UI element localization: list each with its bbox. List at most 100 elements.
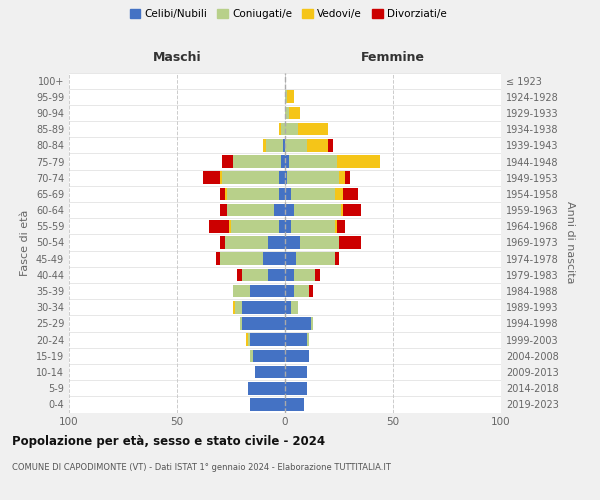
Text: Popolazione per età, sesso e stato civile - 2024: Popolazione per età, sesso e stato civil…	[12, 435, 325, 448]
Bar	[285, 382, 307, 394]
Bar	[309, 285, 313, 298]
Bar	[292, 301, 298, 314]
Bar	[292, 188, 335, 200]
Bar	[278, 123, 281, 136]
Y-axis label: Anni di nascita: Anni di nascita	[565, 201, 575, 283]
Bar	[337, 155, 380, 168]
Bar	[337, 220, 346, 232]
Bar	[289, 106, 300, 120]
Bar	[285, 204, 293, 216]
Bar	[285, 268, 293, 281]
Bar	[220, 236, 224, 249]
Bar	[268, 268, 285, 281]
Bar	[220, 252, 263, 265]
Bar	[281, 123, 285, 136]
Bar	[307, 334, 309, 346]
Bar	[285, 334, 307, 346]
Bar	[263, 139, 266, 151]
Bar	[293, 285, 309, 298]
Bar	[224, 188, 227, 200]
Bar	[339, 236, 361, 249]
Bar	[285, 90, 287, 103]
Bar	[239, 317, 242, 330]
Bar	[209, 220, 229, 232]
Bar	[343, 204, 361, 216]
Bar	[216, 252, 220, 265]
Bar	[335, 220, 337, 232]
Bar	[285, 366, 307, 378]
Bar	[285, 155, 289, 168]
Bar	[285, 236, 300, 249]
Bar	[285, 172, 287, 184]
Bar	[278, 172, 285, 184]
Bar	[293, 204, 341, 216]
Bar	[283, 139, 285, 151]
Bar	[274, 204, 285, 216]
Bar	[285, 188, 292, 200]
Text: Femmine: Femmine	[361, 50, 425, 64]
Bar	[235, 301, 242, 314]
Bar	[285, 317, 311, 330]
Bar	[311, 317, 313, 330]
Bar	[233, 285, 250, 298]
Bar	[335, 252, 339, 265]
Bar	[287, 90, 293, 103]
Bar	[285, 123, 298, 136]
Bar	[285, 220, 292, 232]
Bar	[328, 139, 332, 151]
Bar	[285, 350, 309, 362]
Bar	[220, 204, 227, 216]
Bar	[233, 301, 235, 314]
Legend: Celibi/Nubili, Coniugati/e, Vedovi/e, Divorziati/e: Celibi/Nubili, Coniugati/e, Vedovi/e, Di…	[125, 5, 451, 24]
Bar	[281, 155, 285, 168]
Bar	[231, 220, 278, 232]
Bar	[248, 382, 285, 394]
Bar	[220, 172, 223, 184]
Bar	[246, 334, 248, 346]
Bar	[238, 268, 242, 281]
Bar	[285, 252, 296, 265]
Bar	[233, 155, 281, 168]
Bar	[285, 139, 307, 151]
Bar	[298, 123, 328, 136]
Bar	[248, 334, 250, 346]
Text: Maschi: Maschi	[152, 50, 202, 64]
Bar	[285, 285, 293, 298]
Bar	[287, 172, 339, 184]
Bar	[242, 317, 285, 330]
Bar	[250, 350, 253, 362]
Bar	[292, 220, 335, 232]
Y-axis label: Fasce di età: Fasce di età	[20, 210, 30, 276]
Bar	[341, 204, 343, 216]
Bar	[242, 268, 268, 281]
Bar	[285, 301, 292, 314]
Bar	[227, 204, 274, 216]
Bar	[263, 252, 285, 265]
Bar	[250, 334, 285, 346]
Bar	[278, 220, 285, 232]
Bar	[285, 106, 289, 120]
Bar	[268, 236, 285, 249]
Bar	[255, 366, 285, 378]
Bar	[339, 172, 346, 184]
Bar	[220, 188, 224, 200]
Bar	[307, 139, 328, 151]
Bar	[253, 350, 285, 362]
Bar	[315, 268, 320, 281]
Bar	[223, 155, 233, 168]
Bar	[343, 188, 358, 200]
Bar	[203, 172, 220, 184]
Bar	[289, 155, 337, 168]
Bar	[300, 236, 339, 249]
Bar	[346, 172, 350, 184]
Text: COMUNE DI CAPODIMONTE (VT) - Dati ISTAT 1° gennaio 2024 - Elaborazione TUTTITALI: COMUNE DI CAPODIMONTE (VT) - Dati ISTAT …	[12, 462, 391, 471]
Bar	[296, 252, 335, 265]
Bar	[285, 398, 304, 410]
Bar	[250, 398, 285, 410]
Bar	[223, 172, 278, 184]
Bar	[250, 285, 285, 298]
Bar	[229, 220, 231, 232]
Bar	[227, 188, 278, 200]
Bar	[293, 268, 315, 281]
Bar	[242, 301, 285, 314]
